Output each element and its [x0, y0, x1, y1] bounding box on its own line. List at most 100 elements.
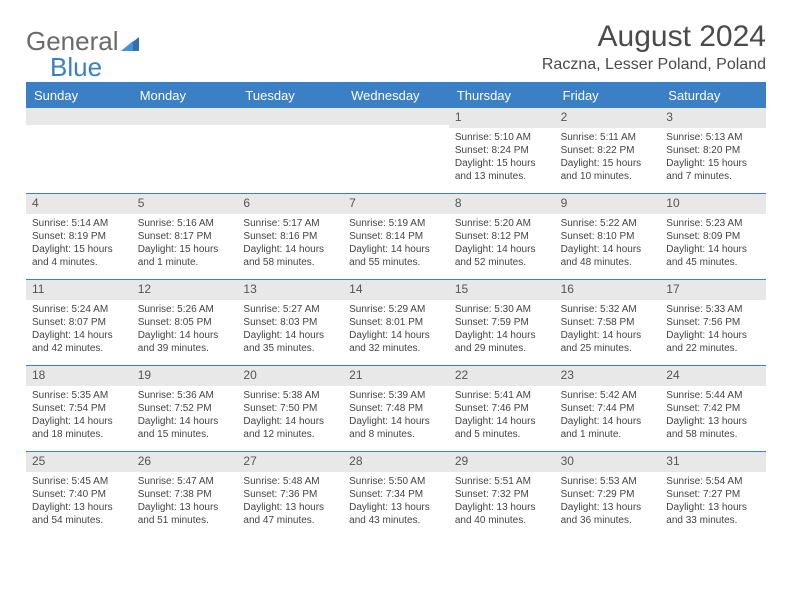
- day-number: 18: [26, 365, 132, 386]
- cell-body: Sunrise: 5:36 AMSunset: 7:52 PMDaylight:…: [132, 386, 238, 447]
- day-number: 13: [237, 279, 343, 300]
- month-title: August 2024: [542, 20, 766, 54]
- sunrise-text: Sunrise: 5:26 AM: [138, 303, 232, 316]
- daylight-text: Daylight: 14 hours and 55 minutes.: [349, 243, 443, 269]
- day-number: 10: [660, 193, 766, 214]
- sunrise-text: Sunrise: 5:22 AM: [561, 217, 655, 230]
- sunrise-text: Sunrise: 5:41 AM: [455, 389, 549, 402]
- sunset-text: Sunset: 7:44 PM: [561, 402, 655, 415]
- sunset-text: Sunset: 7:36 PM: [243, 488, 337, 501]
- cell-body: Sunrise: 5:27 AMSunset: 8:03 PMDaylight:…: [237, 300, 343, 361]
- cell-body: Sunrise: 5:10 AMSunset: 8:24 PMDaylight:…: [449, 128, 555, 189]
- day-number: 21: [343, 365, 449, 386]
- sunset-text: Sunset: 7:40 PM: [32, 488, 126, 501]
- calendar-cell: 27Sunrise: 5:48 AMSunset: 7:36 PMDayligh…: [237, 451, 343, 537]
- day-number: 11: [26, 279, 132, 300]
- daylight-text: Daylight: 14 hours and 29 minutes.: [455, 329, 549, 355]
- sunrise-text: Sunrise: 5:42 AM: [561, 389, 655, 402]
- cell-body: Sunrise: 5:47 AMSunset: 7:38 PMDaylight:…: [132, 472, 238, 533]
- day-number: 7: [343, 193, 449, 214]
- daylight-text: Daylight: 14 hours and 15 minutes.: [138, 415, 232, 441]
- sunset-text: Sunset: 8:24 PM: [455, 144, 549, 157]
- calendar-cell: [343, 107, 449, 193]
- day-number: 30: [555, 451, 661, 472]
- day-number: 19: [132, 365, 238, 386]
- daylight-text: Daylight: 14 hours and 1 minute.: [561, 415, 655, 441]
- cell-body: Sunrise: 5:29 AMSunset: 8:01 PMDaylight:…: [343, 300, 449, 361]
- cell-body: Sunrise: 5:24 AMSunset: 8:07 PMDaylight:…: [26, 300, 132, 361]
- day-headers-row: Sunday Monday Tuesday Wednesday Thursday…: [26, 84, 766, 107]
- sunrise-text: Sunrise: 5:24 AM: [32, 303, 126, 316]
- cell-body: Sunrise: 5:51 AMSunset: 7:32 PMDaylight:…: [449, 472, 555, 533]
- cell-body: Sunrise: 5:20 AMSunset: 8:12 PMDaylight:…: [449, 214, 555, 275]
- day-header-thu: Thursday: [449, 84, 555, 107]
- calendar-cell: 8Sunrise: 5:20 AMSunset: 8:12 PMDaylight…: [449, 193, 555, 279]
- day-header-wed: Wednesday: [343, 84, 449, 107]
- day-header-sun: Sunday: [26, 84, 132, 107]
- day-number: 12: [132, 279, 238, 300]
- day-number: 17: [660, 279, 766, 300]
- week-row: 4Sunrise: 5:14 AMSunset: 8:19 PMDaylight…: [26, 193, 766, 279]
- day-header-tue: Tuesday: [237, 84, 343, 107]
- sunset-text: Sunset: 8:07 PM: [32, 316, 126, 329]
- calendar-cell: [132, 107, 238, 193]
- cell-body: Sunrise: 5:35 AMSunset: 7:54 PMDaylight:…: [26, 386, 132, 447]
- day-number: [237, 107, 343, 125]
- sunrise-text: Sunrise: 5:50 AM: [349, 475, 443, 488]
- sunrise-text: Sunrise: 5:16 AM: [138, 217, 232, 230]
- calendar-cell: 20Sunrise: 5:38 AMSunset: 7:50 PMDayligh…: [237, 365, 343, 451]
- calendar-cell: 21Sunrise: 5:39 AMSunset: 7:48 PMDayligh…: [343, 365, 449, 451]
- daylight-text: Daylight: 13 hours and 36 minutes.: [561, 501, 655, 527]
- calendar-cell: 11Sunrise: 5:24 AMSunset: 8:07 PMDayligh…: [26, 279, 132, 365]
- day-number: 28: [343, 451, 449, 472]
- daylight-text: Daylight: 14 hours and 32 minutes.: [349, 329, 443, 355]
- sunset-text: Sunset: 7:56 PM: [666, 316, 760, 329]
- cell-body: [237, 125, 343, 134]
- daylight-text: Daylight: 14 hours and 8 minutes.: [349, 415, 443, 441]
- logo-line2: Blue: [26, 46, 102, 83]
- sunrise-text: Sunrise: 5:45 AM: [32, 475, 126, 488]
- cell-body: Sunrise: 5:54 AMSunset: 7:27 PMDaylight:…: [660, 472, 766, 533]
- calendar-cell: 15Sunrise: 5:30 AMSunset: 7:59 PMDayligh…: [449, 279, 555, 365]
- calendar-cell: 24Sunrise: 5:44 AMSunset: 7:42 PMDayligh…: [660, 365, 766, 451]
- calendar-cell: 30Sunrise: 5:53 AMSunset: 7:29 PMDayligh…: [555, 451, 661, 537]
- cell-body: Sunrise: 5:33 AMSunset: 7:56 PMDaylight:…: [660, 300, 766, 361]
- cell-body: Sunrise: 5:11 AMSunset: 8:22 PMDaylight:…: [555, 128, 661, 189]
- daylight-text: Daylight: 13 hours and 33 minutes.: [666, 501, 760, 527]
- sunset-text: Sunset: 7:59 PM: [455, 316, 549, 329]
- location-text: Raczna, Lesser Poland, Poland: [542, 56, 766, 74]
- week-row: 25Sunrise: 5:45 AMSunset: 7:40 PMDayligh…: [26, 451, 766, 537]
- sunrise-text: Sunrise: 5:11 AM: [561, 131, 655, 144]
- calendar-cell: 6Sunrise: 5:17 AMSunset: 8:16 PMDaylight…: [237, 193, 343, 279]
- daylight-text: Daylight: 14 hours and 39 minutes.: [138, 329, 232, 355]
- cell-body: Sunrise: 5:26 AMSunset: 8:05 PMDaylight:…: [132, 300, 238, 361]
- daylight-text: Daylight: 14 hours and 12 minutes.: [243, 415, 337, 441]
- calendar-cell: 29Sunrise: 5:51 AMSunset: 7:32 PMDayligh…: [449, 451, 555, 537]
- daylight-text: Daylight: 14 hours and 18 minutes.: [32, 415, 126, 441]
- sunrise-text: Sunrise: 5:32 AM: [561, 303, 655, 316]
- sunset-text: Sunset: 8:22 PM: [561, 144, 655, 157]
- day-number: 27: [237, 451, 343, 472]
- cell-body: Sunrise: 5:44 AMSunset: 7:42 PMDaylight:…: [660, 386, 766, 447]
- calendar-cell: 16Sunrise: 5:32 AMSunset: 7:58 PMDayligh…: [555, 279, 661, 365]
- daylight-text: Daylight: 14 hours and 5 minutes.: [455, 415, 549, 441]
- week-row: 1Sunrise: 5:10 AMSunset: 8:24 PMDaylight…: [26, 107, 766, 193]
- sunrise-text: Sunrise: 5:44 AM: [666, 389, 760, 402]
- daylight-text: Daylight: 14 hours and 42 minutes.: [32, 329, 126, 355]
- calendar-cell: 17Sunrise: 5:33 AMSunset: 7:56 PMDayligh…: [660, 279, 766, 365]
- cell-body: Sunrise: 5:32 AMSunset: 7:58 PMDaylight:…: [555, 300, 661, 361]
- cell-body: [343, 125, 449, 134]
- calendar-cell: 22Sunrise: 5:41 AMSunset: 7:46 PMDayligh…: [449, 365, 555, 451]
- logo-triangle-icon: [121, 35, 141, 53]
- sunset-text: Sunset: 7:34 PM: [349, 488, 443, 501]
- day-number: 5: [132, 193, 238, 214]
- sunset-text: Sunset: 8:09 PM: [666, 230, 760, 243]
- day-number: 4: [26, 193, 132, 214]
- sunrise-text: Sunrise: 5:20 AM: [455, 217, 549, 230]
- sunrise-text: Sunrise: 5:39 AM: [349, 389, 443, 402]
- cell-body: Sunrise: 5:41 AMSunset: 7:46 PMDaylight:…: [449, 386, 555, 447]
- calendar-cell: 2Sunrise: 5:11 AMSunset: 8:22 PMDaylight…: [555, 107, 661, 193]
- day-number: 9: [555, 193, 661, 214]
- daylight-text: Daylight: 13 hours and 43 minutes.: [349, 501, 443, 527]
- sunset-text: Sunset: 7:32 PM: [455, 488, 549, 501]
